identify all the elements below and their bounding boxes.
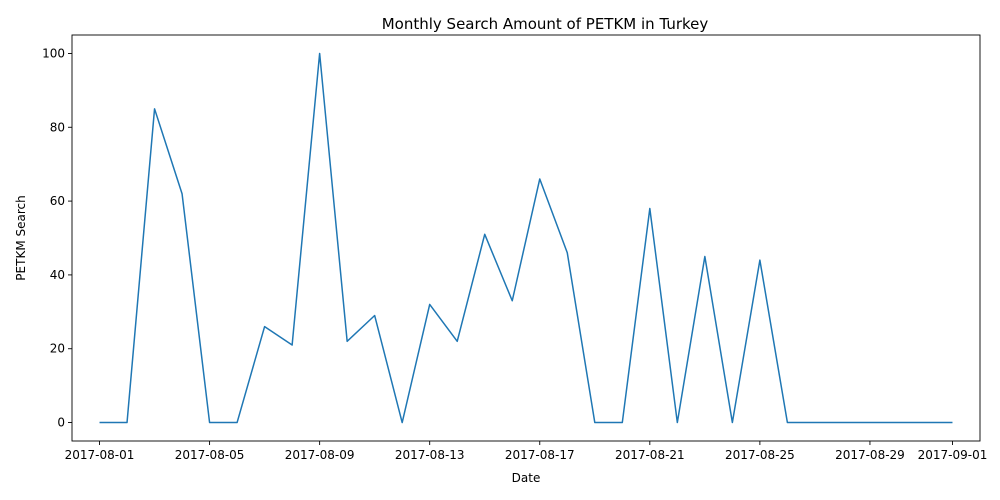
x-axis: 2017-08-01 2017-08-05 2017-08-09 2017-08-13… bbox=[65, 441, 988, 462]
x-tick-label: 2017-08-05 bbox=[175, 448, 245, 462]
series-line bbox=[99, 52, 953, 424]
y-tick-label: 0 bbox=[57, 416, 65, 430]
x-tick-label: 2017-08-17 bbox=[505, 448, 575, 462]
chart-title: Monthly Search Amount of PETKM in Turkey bbox=[382, 15, 709, 33]
y-axis-label: PETKM Search bbox=[14, 195, 28, 280]
x-tick-label: 2017-08-29 bbox=[835, 448, 905, 462]
x-tick-label: 2017-09-01 bbox=[918, 448, 988, 462]
x-tick-label: 2017-08-01 bbox=[65, 448, 135, 462]
y-tick-label: 60 bbox=[50, 194, 65, 208]
x-tick-label: 2017-08-09 bbox=[285, 448, 355, 462]
x-tick-label: 2017-08-13 bbox=[395, 448, 465, 462]
plot-frame bbox=[71, 34, 981, 442]
y-tick-label: 40 bbox=[50, 268, 65, 282]
x-tick-label: 2017-08-25 bbox=[725, 448, 795, 462]
x-tick-label: 2017-08-21 bbox=[615, 448, 685, 462]
y-axis: 0 20 40 60 80 100 bbox=[42, 46, 72, 430]
y-tick-label: 20 bbox=[50, 342, 65, 356]
y-tick-label: 80 bbox=[50, 120, 65, 134]
x-axis-label: Date bbox=[512, 471, 541, 485]
series-group bbox=[99, 52, 953, 424]
y-tick-label: 100 bbox=[42, 46, 65, 60]
